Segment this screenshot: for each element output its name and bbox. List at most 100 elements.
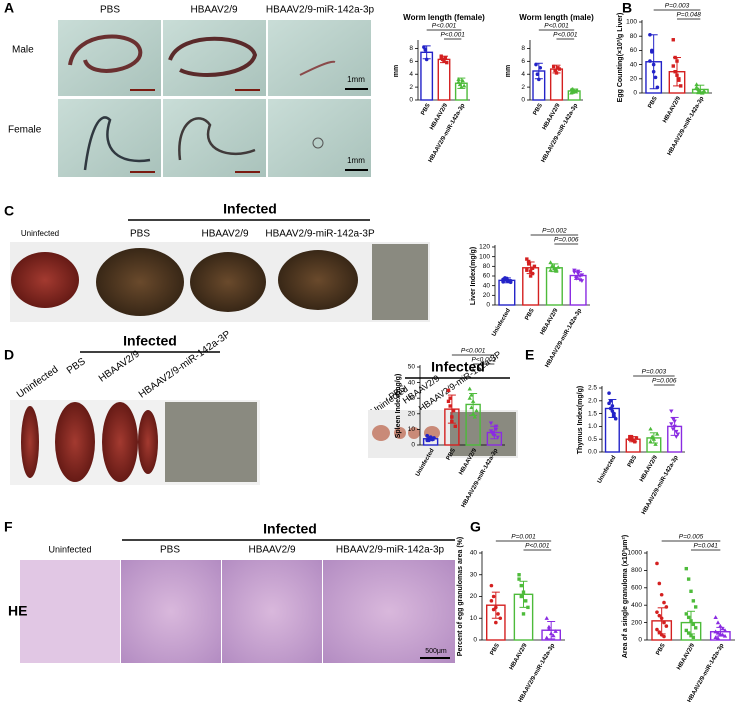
y-tick-label: 40 bbox=[408, 379, 416, 386]
p-value: P=0.005 bbox=[679, 534, 704, 541]
y-tick-label: 6 bbox=[409, 58, 413, 65]
data-point bbox=[684, 628, 689, 633]
data-point bbox=[469, 405, 474, 410]
panel-letter: G bbox=[470, 519, 481, 535]
y-tick-label: 30 bbox=[470, 571, 478, 578]
data-point bbox=[608, 406, 613, 411]
data-point bbox=[530, 266, 535, 270]
data-point bbox=[612, 414, 616, 418]
data-point bbox=[493, 427, 499, 432]
data-point bbox=[460, 78, 465, 83]
data-point bbox=[488, 429, 494, 434]
x-tick-label: PBS bbox=[627, 455, 638, 469]
data-point bbox=[655, 561, 659, 566]
data-point bbox=[537, 77, 541, 82]
column-label: PBS bbox=[65, 356, 88, 377]
p-value: P=0.001 bbox=[511, 534, 536, 541]
data-point bbox=[659, 616, 664, 621]
row-label: Female bbox=[8, 125, 42, 136]
data-point bbox=[664, 624, 669, 628]
data-point bbox=[430, 436, 435, 441]
group-label: Infected bbox=[263, 521, 317, 537]
y-tick-label: 50 bbox=[408, 364, 416, 371]
data-point bbox=[548, 268, 553, 272]
data-point bbox=[650, 50, 654, 54]
y-tick-label: 0 bbox=[521, 97, 525, 104]
group-label: Infected bbox=[223, 201, 277, 217]
p-value: P=0.006 bbox=[652, 378, 677, 385]
x-tick-label: PBS bbox=[420, 103, 431, 117]
data-point bbox=[544, 616, 549, 620]
data-point bbox=[445, 60, 449, 65]
data-point bbox=[456, 77, 461, 81]
p-value: P=0.006 bbox=[554, 237, 579, 244]
data-point bbox=[569, 90, 574, 95]
data-point bbox=[546, 624, 552, 629]
chart-title: Worm length (female) bbox=[403, 13, 485, 22]
data-point bbox=[544, 635, 549, 640]
column-label: Uninfected bbox=[15, 364, 60, 400]
spleen-photos bbox=[10, 400, 260, 485]
data-point bbox=[425, 433, 430, 438]
column-label: Uninfected bbox=[21, 229, 59, 238]
data-point bbox=[550, 264, 555, 268]
data-point bbox=[470, 411, 476, 416]
data-point bbox=[424, 57, 429, 62]
panel-letter: A bbox=[4, 0, 14, 16]
liver-photos bbox=[10, 242, 430, 322]
data-point bbox=[491, 594, 496, 599]
group-label: Infected bbox=[431, 359, 485, 375]
data-point bbox=[446, 388, 451, 393]
y-axis-label: Egg Counting(×10³/g Liver) bbox=[617, 13, 624, 103]
y-tick-label: 30 bbox=[408, 395, 416, 402]
data-point bbox=[517, 573, 521, 577]
data-point bbox=[662, 634, 666, 639]
y-axis-label: Thymus Index(mg/g) bbox=[577, 386, 584, 454]
data-point bbox=[470, 399, 476, 403]
data-point bbox=[577, 278, 583, 283]
data-point bbox=[450, 415, 454, 419]
y-tick-label: 20 bbox=[470, 593, 478, 600]
p-value: P=0.041 bbox=[693, 543, 718, 550]
data-point bbox=[650, 435, 655, 440]
data-point bbox=[718, 631, 723, 636]
data-point bbox=[694, 82, 699, 87]
data-point bbox=[538, 65, 543, 70]
y-tick-label: 4 bbox=[409, 71, 413, 78]
y-axis-label: mm bbox=[505, 65, 512, 77]
column-label: HBAAV2/9 bbox=[190, 5, 237, 16]
y-tick-label: 0 bbox=[473, 637, 477, 644]
data-point bbox=[521, 612, 526, 616]
data-point bbox=[548, 260, 553, 265]
data-point bbox=[572, 270, 577, 275]
y-tick-label: 10 bbox=[408, 426, 416, 433]
x-tick-label: PBS bbox=[655, 643, 666, 657]
data-point bbox=[439, 55, 443, 60]
y-tick-label: 0 bbox=[409, 97, 413, 104]
column-label: HBAAV2/9 bbox=[248, 545, 295, 556]
data-point bbox=[526, 605, 530, 610]
y-tick-label: 8 bbox=[521, 45, 525, 52]
data-point bbox=[657, 581, 662, 586]
data-point bbox=[664, 605, 669, 609]
y-tick-label: 20 bbox=[408, 411, 416, 418]
y-tick-label: 0 bbox=[633, 90, 637, 97]
data-point bbox=[648, 439, 653, 444]
x-tick-label: PBS bbox=[647, 96, 658, 110]
y-tick-label: 1.0 bbox=[588, 423, 597, 430]
p-value: P<0.001 bbox=[472, 357, 497, 364]
column-label: HBAAV2/9 bbox=[201, 229, 248, 240]
y-tick-label: 20 bbox=[630, 76, 638, 83]
x-tick-label: PBS bbox=[490, 643, 501, 657]
bar bbox=[545, 267, 563, 306]
group-label: Infected bbox=[123, 333, 177, 349]
data-point bbox=[691, 599, 696, 603]
data-point bbox=[493, 424, 499, 429]
y-axis-label: Liver Index(mg/g) bbox=[470, 247, 477, 305]
y-tick-label: 0 bbox=[486, 302, 490, 309]
data-point bbox=[684, 612, 689, 616]
data-point bbox=[496, 612, 500, 616]
data-point bbox=[525, 257, 529, 261]
data-point bbox=[555, 265, 561, 269]
y-tick-label: 100 bbox=[479, 253, 490, 260]
